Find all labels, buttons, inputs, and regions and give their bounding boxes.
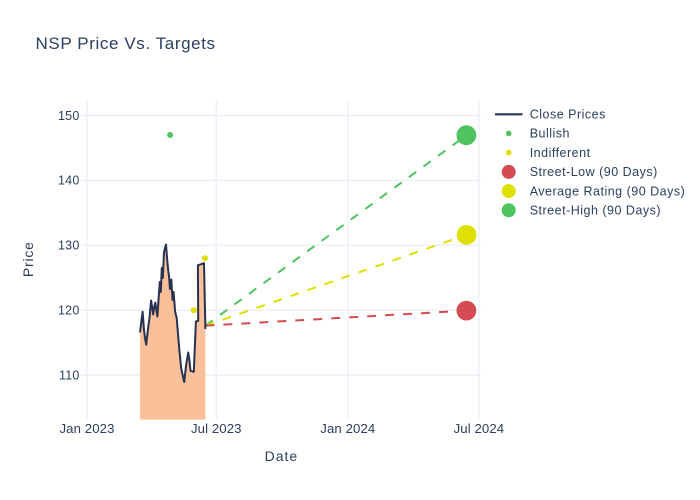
svg-text:Jul 2023: Jul 2023 <box>191 421 242 436</box>
svg-text:Jan 2024: Jan 2024 <box>320 421 375 436</box>
svg-text:Jul 2024: Jul 2024 <box>454 421 505 436</box>
svg-text:Bullish: Bullish <box>530 127 570 141</box>
svg-text:Price: Price <box>20 241 36 277</box>
svg-text:140: 140 <box>58 174 79 188</box>
svg-text:120: 120 <box>58 303 79 317</box>
svg-text:Indifferent: Indifferent <box>530 146 591 160</box>
svg-text:Jan 2023: Jan 2023 <box>59 421 114 436</box>
svg-text:Close Prices: Close Prices <box>530 108 606 122</box>
svg-text:Date: Date <box>265 448 299 464</box>
svg-text:150: 150 <box>58 109 79 123</box>
svg-text:Street-Low (90 Days): Street-Low (90 Days) <box>530 165 658 179</box>
svg-text:110: 110 <box>59 368 80 382</box>
svg-text:NSP Price Vs. Targets: NSP Price Vs. Targets <box>36 34 216 53</box>
svg-text:Average Rating (90 Days): Average Rating (90 Days) <box>530 184 686 198</box>
svg-text:Street-High (90 Days): Street-High (90 Days) <box>530 204 661 218</box>
svg-text:130: 130 <box>58 239 79 253</box>
